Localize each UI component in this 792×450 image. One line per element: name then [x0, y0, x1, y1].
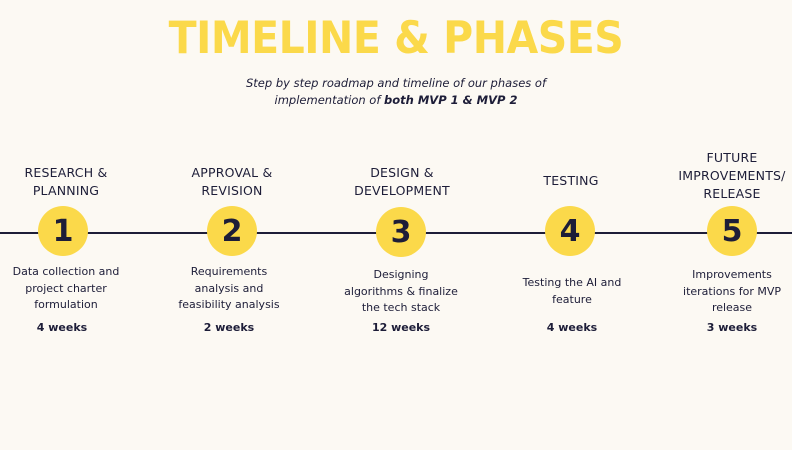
phase-5-number-badge: 5	[707, 206, 757, 256]
phase-4-duration: 4 weeks	[546, 321, 598, 334]
phase-2-description: Requirements analysis and feasibility an…	[159, 264, 299, 314]
phase-2-label-line-2: REVISION	[201, 183, 263, 198]
phase-3-desc-line-2: algorithms & finalize	[344, 284, 458, 298]
phase-5-label-line-1: FUTURE	[706, 150, 758, 165]
phase-1-label-line-2: PLANNING	[32, 183, 100, 198]
phase-4-desc-line-1: Testing the AI and	[522, 276, 622, 289]
phase-2-desc-line-1: Requirements	[190, 265, 268, 278]
phase-4-label-line-1: TESTING	[543, 173, 599, 188]
phase-5-label-line-2: IMPROVEMENTS/	[678, 168, 786, 183]
subtitle-line-2-prefix: implementation of	[274, 93, 385, 107]
phase-3-desc-line-3: the tech stack	[361, 301, 441, 314]
phase-1-desc-line-3: formulation	[34, 298, 98, 311]
phase-1-duration: 4 weeks	[36, 321, 88, 334]
phase-4-desc-line-2: feature	[552, 292, 592, 306]
phase-3-label-line-2: DEVELOPMENT	[354, 183, 450, 198]
phase-4-number-badge: 4	[545, 206, 595, 256]
phase-2-desc-line-3: feasibility analysis	[178, 298, 280, 311]
phase-1-label-line-1: RESEARCH &	[24, 165, 108, 180]
phase-5-duration: 3 weeks	[706, 321, 758, 334]
page-subtitle: Step by step roadmap and timeline of our…	[196, 75, 596, 109]
phase-5-label-line-3: RELEASE	[703, 186, 761, 201]
phase-2-label-line-1: APPROVAL &	[191, 165, 273, 180]
phase-3-desc-line-1: Designing	[373, 268, 429, 281]
phase-5-desc-line-1: Improvements	[692, 268, 772, 281]
phase-1-label: RESEARCH & PLANNING	[0, 164, 146, 200]
phase-1-desc-line-2: project charter	[25, 281, 107, 295]
page-title: TIMELINE & PHASES	[168, 12, 624, 64]
phase-2-label: APPROVAL & REVISION	[152, 164, 312, 200]
subtitle-line-2-bold: both MVP 1 & MVP 2	[384, 93, 518, 107]
phase-2-number-badge: 2	[207, 206, 257, 256]
phase-2-duration: 2 weeks	[203, 321, 255, 334]
subtitle-line-1: Step by step roadmap and timeline of our…	[245, 76, 546, 90]
phase-1-description: Data collection and project charter form…	[0, 264, 136, 314]
phase-1-desc-line-1: Data collection and	[12, 265, 120, 278]
phase-5-desc-line-3: release	[711, 301, 753, 314]
phase-4-description: Testing the AI and feature	[502, 275, 642, 308]
phase-5-label: FUTURE IMPROVEMENTS/ RELEASE	[652, 149, 792, 203]
phase-3-label-line-1: DESIGN &	[370, 165, 434, 180]
phase-3-description: Designing algorithms & finalize the tech…	[331, 267, 471, 317]
phase-5-description: Improvements iterations for MVP release	[662, 267, 792, 317]
phase-1-number-badge: 1	[38, 206, 88, 256]
phase-4-label: TESTING	[491, 172, 651, 190]
phase-3-number-badge: 3	[376, 207, 426, 257]
phase-3-duration: 12 weeks	[371, 321, 431, 334]
phase-3-label: DESIGN & DEVELOPMENT	[322, 164, 482, 200]
phase-2-desc-line-2: analysis and	[194, 281, 264, 295]
phase-5-desc-line-2: iterations for MVP	[683, 284, 781, 298]
